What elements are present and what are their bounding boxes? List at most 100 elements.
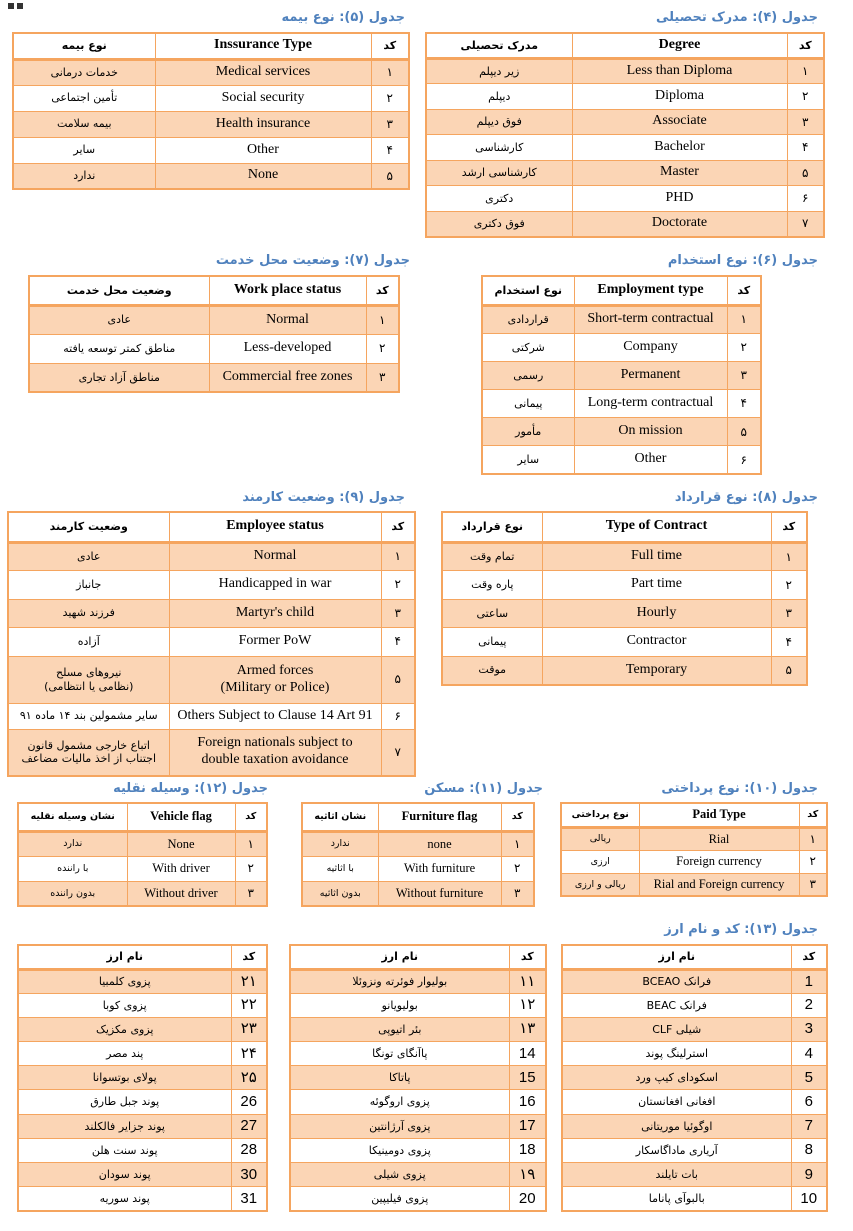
code-cell: ۶ bbox=[726, 445, 762, 475]
table-title: جدول (۱۱): مسکن bbox=[424, 781, 543, 796]
value-cell: دیپلم bbox=[425, 83, 573, 110]
value-cell: شیلی CLF bbox=[561, 1016, 792, 1043]
column-header: مدرک تحصیلی bbox=[425, 32, 573, 60]
table-title: جدول (۷): وضعیت محل خدمت bbox=[215, 253, 410, 268]
value-cell: Company bbox=[573, 332, 728, 362]
code-cell: ۳ bbox=[365, 362, 400, 393]
table-row: ۱۲ بولیویانو bbox=[289, 992, 547, 1018]
code-cell: 6 bbox=[790, 1089, 828, 1115]
value-cell: Rial and Foreign currency bbox=[638, 872, 800, 897]
table-title: جدول (۱۰): نوع پرداختی bbox=[661, 781, 818, 796]
value-cell: Long-term contractual bbox=[573, 389, 728, 419]
value-cell: پوند جبل طارق bbox=[17, 1089, 232, 1115]
table-row: ۲ Social security تأمین اجتماعی bbox=[12, 84, 410, 112]
value-cell: موقت bbox=[441, 655, 543, 685]
code-cell: ۱ bbox=[786, 57, 825, 84]
table-t9: کد Employee status وضعیت کارمند ۱ Normal عادی… bbox=[7, 511, 416, 777]
table-t4: کد Degree مدرک تحصیلی ۱ Less than Diploma زیر… bbox=[425, 32, 825, 238]
code-cell: ۲۵ bbox=[230, 1065, 268, 1091]
table-row: 18 پزوی دومینیکا bbox=[289, 1137, 547, 1164]
table-row: ۵ Temporary موقت bbox=[441, 655, 808, 685]
value-cell: فوق دیپلم bbox=[425, 108, 573, 135]
value-cell: Foreign currency bbox=[638, 849, 800, 874]
value-cell: آزاده bbox=[7, 626, 170, 657]
column-header: نام ارز bbox=[289, 944, 510, 971]
table-header-row: کد Type of Contract نوع قرارداد bbox=[441, 511, 808, 544]
table-header-row: کد Degree مدرک تحصیلی bbox=[425, 32, 825, 60]
column-header: کد bbox=[786, 32, 825, 60]
code-cell: 15 bbox=[508, 1065, 547, 1091]
table-row: 2 فرانک BEAC bbox=[561, 992, 828, 1018]
table-row: ۲۳ پزوی مکزیک bbox=[17, 1016, 268, 1043]
code-cell: ۲ bbox=[770, 570, 808, 600]
value-cell: Less-developed bbox=[208, 333, 367, 364]
table-row: 6 افغانی افغانستان bbox=[561, 1089, 828, 1115]
table-t5: کد Inssurance Type نوع بیمه ۱ Medical servic… bbox=[12, 32, 410, 190]
table-row: ۵ On mission مأمور bbox=[481, 417, 762, 447]
value-cell: سایر bbox=[481, 445, 575, 475]
table-header-row: کد نام ارز bbox=[289, 944, 547, 971]
table-row: ۳ Commercial free zones مناطق آزاد تجاری bbox=[28, 362, 400, 393]
code-cell: ۲۲ bbox=[230, 992, 268, 1018]
column-header: کد bbox=[230, 944, 268, 971]
table-row: ۴ Long-term contractual پیمانی bbox=[481, 389, 762, 419]
code-cell: ۱ bbox=[726, 304, 762, 334]
value-cell: Short-term contractual bbox=[573, 304, 728, 334]
column-header: نام ارز bbox=[561, 944, 792, 971]
table-row: ۳ Health insurance بیمه سلامت bbox=[12, 110, 410, 138]
column-header: نوع بیمه bbox=[12, 32, 156, 61]
table-header-row: کد Vehicle flag نشان وسیله نقلیه bbox=[17, 802, 268, 833]
code-cell: 8 bbox=[790, 1137, 828, 1164]
code-cell: 16 bbox=[508, 1089, 547, 1115]
value-cell: بئر اتیوپی bbox=[289, 1016, 510, 1043]
value-cell: None bbox=[154, 162, 372, 190]
code-cell: 18 bbox=[508, 1137, 547, 1164]
table-row: ۲ Diploma دیپلم bbox=[425, 83, 825, 110]
value-cell: ندارد bbox=[17, 830, 128, 857]
code-cell: ۱ bbox=[380, 541, 416, 571]
value-cell: بولیوار فوئرته ونزوئلا bbox=[289, 968, 510, 994]
value-cell: بولیویانو bbox=[289, 992, 510, 1018]
value-cell: عادی bbox=[28, 304, 210, 335]
table-row: ۴ Contractor پیمانی bbox=[441, 627, 808, 657]
column-header: Vehicle flag bbox=[126, 802, 236, 833]
code-cell: ۴ bbox=[770, 627, 808, 657]
value-cell: سایر bbox=[12, 136, 156, 164]
table-row: ۵ Master کارشناسی ارشد bbox=[425, 159, 825, 186]
column-header: Employment type bbox=[573, 275, 728, 307]
code-cell: 9 bbox=[790, 1161, 828, 1188]
table-row: 14 پاآنگای تونگا bbox=[289, 1041, 547, 1067]
column-header: Employee status bbox=[168, 511, 382, 544]
code-cell: 17 bbox=[508, 1113, 547, 1139]
column-header: Type of Contract bbox=[541, 511, 772, 544]
table-row: ۱ Normal عادی bbox=[7, 541, 416, 571]
table-title: جدول (۴): مدرک تحصیلی bbox=[655, 10, 818, 25]
value-cell: دکتری bbox=[425, 185, 573, 212]
code-cell: 4 bbox=[790, 1041, 828, 1067]
value-cell: Handicapped in war bbox=[168, 569, 382, 600]
code-cell: ۴ bbox=[786, 134, 825, 161]
code-cell: ۱۹ bbox=[508, 1161, 547, 1188]
table-row: ۲ Part time پاره وقت bbox=[441, 570, 808, 600]
code-cell: 3 bbox=[790, 1016, 828, 1043]
code-cell: 5 bbox=[790, 1065, 828, 1091]
table-header-row: کد Employee status وضعیت کارمند bbox=[7, 511, 416, 544]
value-cell: Others Subject to Clause 14 Art 91 bbox=[168, 702, 382, 730]
value-cell: On mission bbox=[573, 417, 728, 447]
value-cell: پوند سودان bbox=[17, 1161, 232, 1188]
code-cell: 27 bbox=[230, 1113, 268, 1139]
value-cell: با اثاثیه bbox=[301, 855, 379, 882]
table-row: 9 بات تایلند bbox=[561, 1161, 828, 1188]
column-header: نوع استخدام bbox=[481, 275, 575, 307]
code-cell: 30 bbox=[230, 1161, 268, 1188]
code-cell: ۳ bbox=[786, 108, 825, 135]
table-t8: کد Type of Contract نوع قرارداد ۱ Full time ت… bbox=[441, 511, 808, 686]
table-t13a: کد نام ارز 1 فرانک BCEAO 2 فرانک BEAC 3 شیلی CL… bbox=[561, 944, 828, 1212]
code-cell: ۲ bbox=[726, 332, 762, 362]
value-cell: پزوی فیلیپین bbox=[289, 1186, 510, 1212]
column-header: کد bbox=[726, 275, 762, 307]
code-cell: ۳ bbox=[500, 880, 535, 907]
code-cell: ۲ bbox=[234, 855, 268, 882]
value-cell: کارشناسی ارشد bbox=[425, 159, 573, 186]
table-row: 30 پوند سودان bbox=[17, 1161, 268, 1188]
